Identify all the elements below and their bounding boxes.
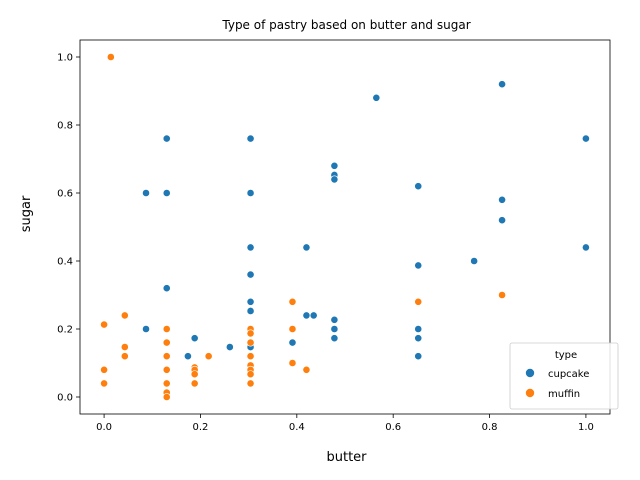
- series-cupcake: [142, 80, 590, 361]
- point-cupcake-28: [414, 325, 423, 333]
- x-tick-label: 0.4: [289, 422, 305, 433]
- point-cupcake-4: [246, 189, 255, 197]
- point-cupcake-26: [414, 182, 423, 191]
- y-tick-label: 0.0: [57, 393, 73, 404]
- y-tick-label: 0.6: [57, 189, 73, 200]
- point-muffin-26: [246, 379, 255, 388]
- point-muffin-29: [288, 359, 297, 367]
- point-muffin-10: [162, 365, 171, 374]
- legend: type cupcake muffin: [509, 342, 619, 410]
- point-cupcake-21: [330, 175, 339, 184]
- point-muffin-18: [204, 352, 213, 361]
- point-cupcake-36: [582, 243, 590, 252]
- legend-box: [509, 342, 619, 410]
- point-cupcake-29: [414, 334, 423, 343]
- point-cupcake-10: [246, 243, 255, 252]
- point-muffin-30: [302, 365, 311, 374]
- x-tick-label: 0.0: [96, 422, 112, 433]
- y-tick-label: 0.2: [57, 325, 73, 336]
- legend-label-cupcake: cupcake: [548, 369, 589, 380]
- x-tick-label: 0.6: [385, 422, 401, 433]
- point-cupcake-27: [414, 261, 423, 270]
- x-tick-label: 0.8: [482, 422, 498, 433]
- legend-marker-muffin: [525, 388, 535, 398]
- y-tick-label: 1.0: [57, 53, 73, 64]
- point-muffin-20: [246, 329, 255, 338]
- point-cupcake-17: [302, 311, 311, 320]
- point-cupcake-12: [246, 297, 255, 306]
- point-cupcake-22: [330, 315, 339, 324]
- point-muffin-3: [100, 379, 108, 388]
- point-muffin-25: [246, 370, 255, 379]
- legend-marker-cupcake: [525, 368, 535, 378]
- point-muffin-22: [246, 352, 255, 361]
- point-cupcake-18: [309, 311, 318, 320]
- point-muffin-31: [414, 297, 423, 306]
- point-muffin-13: [162, 393, 171, 401]
- point-cupcake-15: [288, 338, 297, 347]
- point-muffin-7: [162, 325, 171, 333]
- legend-label-muffin: muffin: [548, 389, 580, 400]
- y-tick-label: 0.4: [57, 257, 73, 268]
- x-axis-label: butter: [326, 450, 367, 465]
- point-muffin-32: [498, 291, 506, 299]
- point-muffin-16: [190, 370, 199, 379]
- point-cupcake-13: [246, 307, 255, 315]
- point-cupcake-6: [142, 325, 150, 333]
- point-cupcake-1: [246, 134, 255, 143]
- x-tick-label: 0.2: [193, 422, 209, 433]
- point-muffin-4: [120, 311, 129, 320]
- point-cupcake-3: [162, 189, 171, 197]
- point-cupcake-33: [498, 195, 506, 204]
- point-muffin-0: [106, 53, 115, 61]
- point-cupcake-23: [330, 325, 339, 333]
- legend-title: type: [555, 350, 577, 361]
- point-cupcake-34: [498, 216, 506, 225]
- point-cupcake-32: [498, 80, 506, 89]
- point-cupcake-31: [470, 257, 479, 265]
- point-cupcake-25: [372, 93, 381, 102]
- point-cupcake-11: [246, 270, 255, 279]
- point-muffin-2: [100, 365, 108, 374]
- point-muffin-8: [162, 338, 171, 347]
- point-muffin-5: [120, 343, 129, 351]
- axis-ticks: 0.0 0.2 0.4 0.6 0.8 1.0 0.0 0.2 0.4 0.6 0.8 1.0: [57, 53, 594, 434]
- point-muffin-21: [246, 338, 255, 347]
- plot-area: [79, 39, 611, 415]
- y-axis-label: sugar: [19, 195, 34, 232]
- point-muffin-11: [162, 379, 171, 388]
- series-muffin: [100, 53, 506, 401]
- point-muffin-9: [162, 352, 171, 361]
- point-cupcake-9: [225, 343, 234, 351]
- point-cupcake-35: [582, 134, 590, 143]
- axes-frame: [79, 39, 611, 415]
- y-tick-label: 0.8: [57, 121, 73, 132]
- point-muffin-28: [288, 325, 297, 333]
- point-cupcake-2: [142, 189, 150, 197]
- point-cupcake-5: [162, 284, 171, 293]
- point-muffin-1: [100, 320, 108, 329]
- point-cupcake-24: [330, 334, 339, 343]
- point-muffin-6: [120, 352, 129, 361]
- point-muffin-17: [190, 379, 199, 388]
- point-muffin-27: [288, 297, 297, 306]
- point-cupcake-0: [162, 134, 171, 143]
- x-tick-label: 1.0: [578, 422, 594, 433]
- point-cupcake-30: [414, 352, 423, 361]
- chart-title: Type of pastry based on butter and sugar: [221, 18, 470, 32]
- point-cupcake-16: [302, 243, 311, 252]
- point-cupcake-8: [190, 334, 199, 343]
- point-cupcake-7: [184, 352, 192, 361]
- point-cupcake-19: [330, 161, 339, 170]
